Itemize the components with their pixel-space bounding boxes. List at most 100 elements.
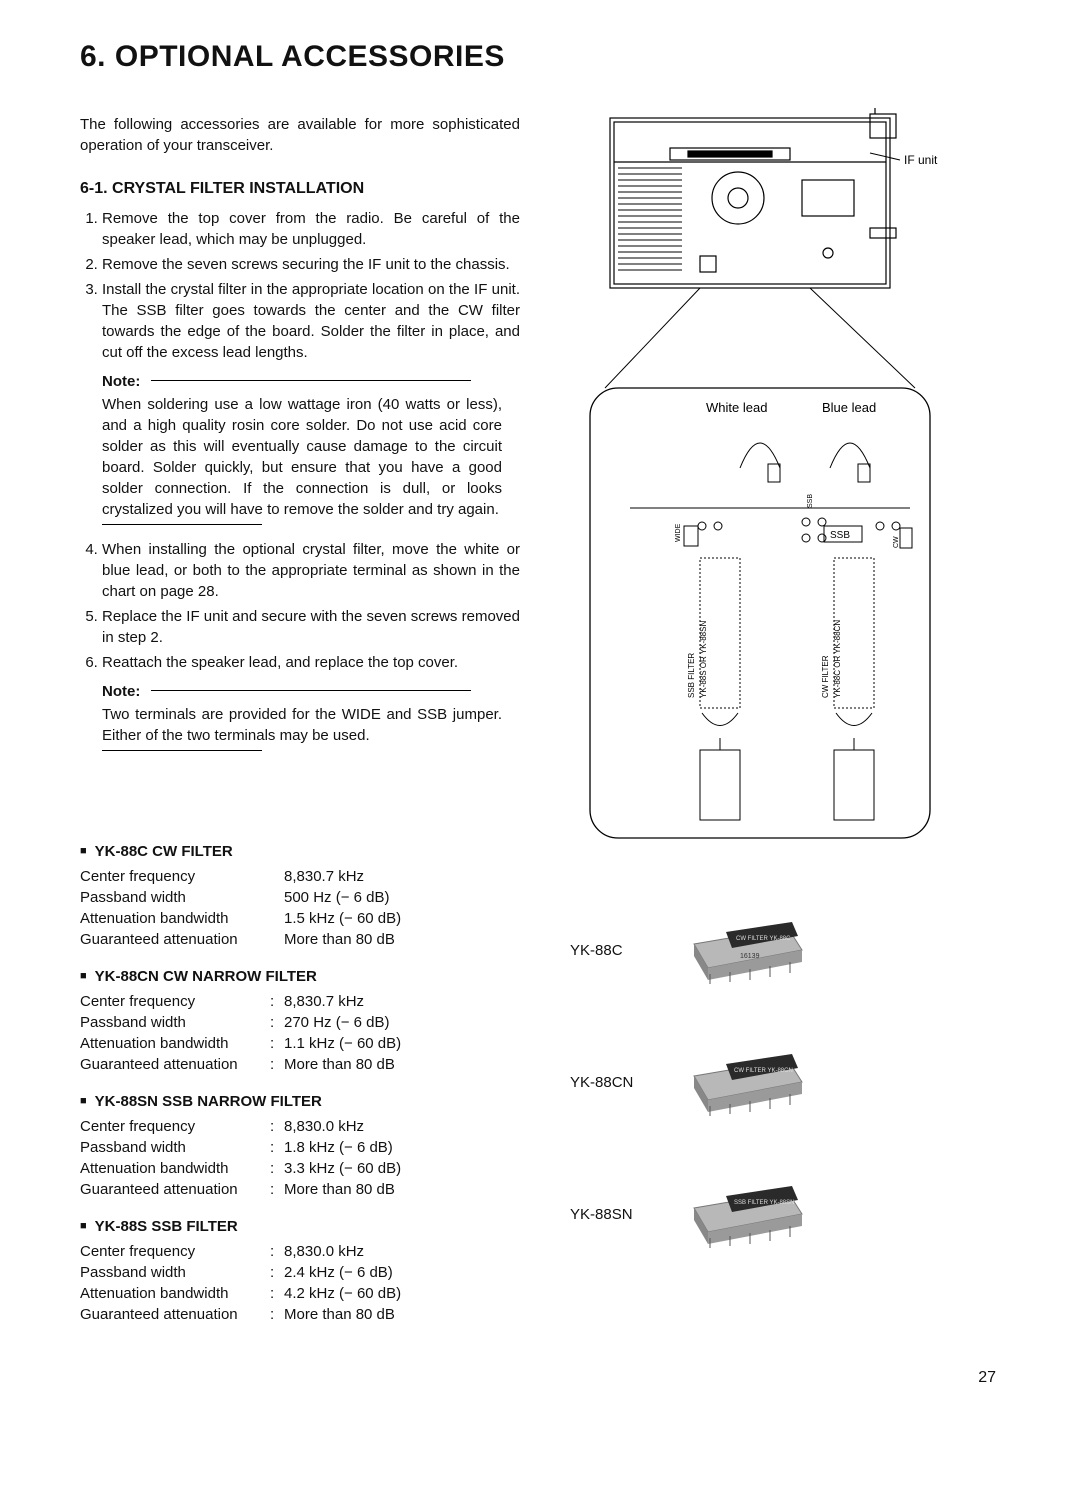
spec-colon: [270, 929, 284, 950]
spec-label: Attenuation bandwidth: [80, 1033, 270, 1054]
step-1: Remove the top cover from the radio. Be …: [102, 208, 520, 250]
section-heading: 6-1. CRYSTAL FILTER INSTALLATION: [80, 178, 520, 200]
note-rule: [151, 690, 471, 691]
two-column-layout: The following accessories are available …: [80, 114, 1000, 1341]
filter-yk88cn: YK-88CN CW NARROW FILTER Center frequenc…: [80, 966, 520, 1075]
filter-title: YK-88SN SSB NARROW FILTER: [80, 1091, 520, 1112]
filter-title: YK-88C CW FILTER: [80, 841, 520, 862]
spec-colon: [270, 908, 284, 929]
spec-colon: :: [270, 1262, 284, 1283]
blue-lead-label: Blue lead: [822, 400, 876, 415]
step-3: Install the crystal filter in the approp…: [102, 279, 520, 363]
product-yk88sn: YK-88SN SSB FILTER YK-88SN: [570, 1178, 1000, 1250]
filter-title: YK-88S SSB FILTER: [80, 1216, 520, 1237]
ssb-filter-label: SSB FILTER: [687, 653, 696, 698]
right-column: IF unit White lead Blue lead: [570, 114, 1000, 1341]
spec-value: More than 80 dB: [284, 1179, 520, 1200]
wide-label: WIDE: [675, 523, 682, 542]
note-1: Note: When soldering use a low wattage i…: [102, 371, 502, 525]
spec-value: 8,830.7 kHz: [284, 991, 520, 1012]
spec-label: Guaranteed attenuation: [80, 1304, 270, 1325]
product-tag: CW FILTER YK-88CN: [734, 1068, 793, 1074]
product-serial: 16139: [740, 953, 760, 960]
note-2: Note: Two terminals are provided for the…: [102, 681, 502, 751]
spec-label: Center frequency: [80, 866, 270, 887]
spec-label: Center frequency: [80, 1116, 270, 1137]
spec-value: 8,830.0 kHz: [284, 1116, 520, 1137]
product-yk88cn: YK-88CN CW FILTER YK-88CN: [570, 1046, 1000, 1118]
spec-label: Passband width: [80, 1262, 270, 1283]
spec-value: 2.4 kHz (− 6 dB): [284, 1262, 520, 1283]
step-5: Replace the IF unit and secure with the …: [102, 606, 520, 648]
spec-label: Passband width: [80, 887, 270, 908]
spec-value: 8,830.0 kHz: [284, 1241, 520, 1262]
product-photo-icon: CW FILTER YK-88C 16139: [680, 914, 810, 986]
page-number: 27: [80, 1367, 1000, 1389]
spec-label: Guaranteed attenuation: [80, 929, 270, 950]
if-unit-diagram: IF unit White lead Blue lead: [570, 108, 1000, 854]
ssb-box-label: SSB: [830, 530, 850, 541]
spec-value: 3.3 kHz (− 60 dB): [284, 1158, 520, 1179]
note-label: Note:: [102, 371, 140, 392]
step-4: When installing the optional crystal fil…: [102, 539, 520, 602]
spec-value: 500 Hz (− 6 dB): [284, 887, 520, 908]
spec-value: More than 80 dB: [284, 1054, 520, 1075]
spec-value: 8,830.7 kHz: [284, 866, 520, 887]
note-bottom-rule: [102, 750, 262, 751]
step-2: Remove the seven screws securing the IF …: [102, 254, 520, 275]
spec-value: 4.2 kHz (− 60 dB): [284, 1283, 520, 1304]
spec-label: Guaranteed attenuation: [80, 1179, 270, 1200]
spec-label: Attenuation bandwidth: [80, 1283, 270, 1304]
spec-value: More than 80 dB: [284, 929, 520, 950]
note-body: When soldering use a low wattage iron (4…: [102, 394, 502, 520]
cw-filter-label: CW FILTER: [821, 655, 830, 698]
install-steps-1: Remove the top cover from the radio. Be …: [80, 208, 520, 363]
product-label: YK-88CN: [570, 1072, 652, 1093]
spec-label: Attenuation bandwidth: [80, 1158, 270, 1179]
spec-value: 1.1 kHz (− 60 dB): [284, 1033, 520, 1054]
spec-colon: :: [270, 1158, 284, 1179]
filter-title: YK-88CN CW NARROW FILTER: [80, 966, 520, 987]
spec-label: Center frequency: [80, 1241, 270, 1262]
filter-specs: YK-88C CW FILTER Center frequency 8,830.7…: [80, 841, 520, 1325]
spec-colon: [270, 866, 284, 887]
spec-label: Attenuation bandwidth: [80, 908, 270, 929]
install-steps-2: When installing the optional crystal fil…: [80, 539, 520, 673]
product-tag: CW FILTER YK-88C: [736, 936, 791, 942]
spec-colon: :: [270, 1012, 284, 1033]
white-lead-label: White lead: [706, 400, 767, 415]
spec-value: 270 Hz (− 6 dB): [284, 1012, 520, 1033]
filter-yk88sn: YK-88SN SSB NARROW FILTER Center frequen…: [80, 1091, 520, 1200]
note-body: Two terminals are provided for the WIDE …: [102, 704, 502, 746]
spec-colon: :: [270, 1283, 284, 1304]
diagram-svg: IF unit White lead Blue lead: [570, 108, 950, 848]
spec-colon: :: [270, 1054, 284, 1075]
spec-label: Center frequency: [80, 991, 270, 1012]
product-photo-icon: SSB FILTER YK-88SN: [680, 1178, 810, 1250]
spec-colon: :: [270, 1137, 284, 1158]
filter-yk88c: YK-88C CW FILTER Center frequency 8,830.7…: [80, 841, 520, 950]
page-title: 6. OPTIONAL ACCESSORIES: [80, 36, 1000, 78]
cw-filter-label2: YK-88C OR YK-88CN: [833, 620, 842, 698]
note-label: Note:: [102, 681, 140, 702]
step-6: Reattach the speaker lead, and replace t…: [102, 652, 520, 673]
product-label: YK-88SN: [570, 1204, 652, 1225]
spec-colon: :: [270, 1033, 284, 1054]
note-bottom-rule: [102, 524, 262, 525]
spec-label: Guaranteed attenuation: [80, 1054, 270, 1075]
product-photo-icon: CW FILTER YK-88CN: [680, 1046, 810, 1118]
spec-value: 1.8 kHz (− 6 dB): [284, 1137, 520, 1158]
ssb-small-label: SSB: [807, 494, 814, 508]
note-rule: [151, 380, 471, 381]
spec-colon: :: [270, 1304, 284, 1325]
cw-label: CW: [893, 536, 900, 548]
spec-colon: :: [270, 1241, 284, 1262]
ssb-filter-label2: YK-88S OR YK-88SN: [699, 621, 708, 698]
spec-colon: :: [270, 1116, 284, 1137]
product-label: YK-88C: [570, 940, 652, 961]
intro-paragraph: The following accessories are available …: [80, 114, 520, 156]
product-yk88c: YK-88C CW FILTER YK-88C 16139: [570, 914, 1000, 986]
spec-colon: :: [270, 991, 284, 1012]
if-unit-label: IF unit: [904, 153, 938, 167]
spec-label: Passband width: [80, 1137, 270, 1158]
